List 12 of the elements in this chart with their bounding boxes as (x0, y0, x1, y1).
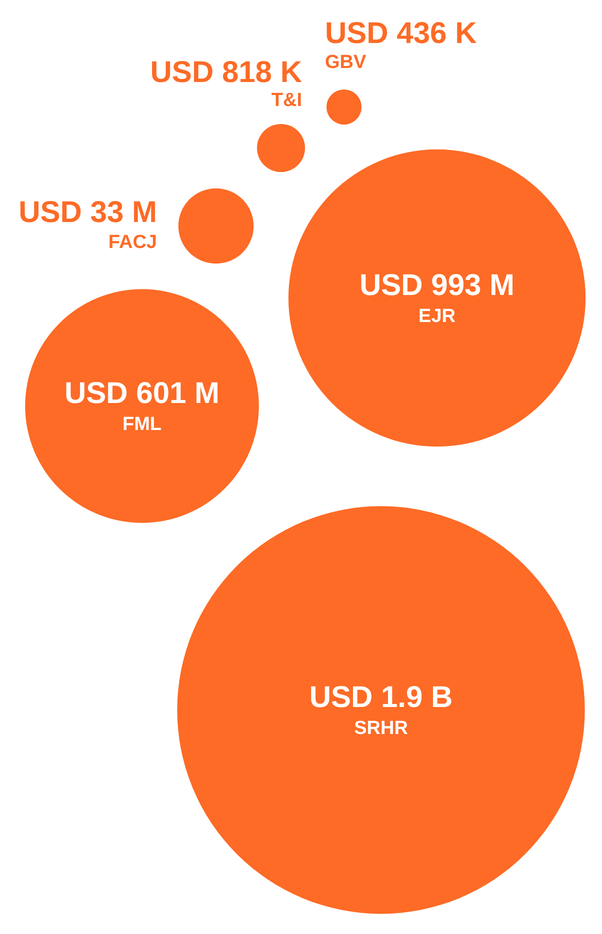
category-label: SRHR (354, 718, 408, 739)
data-label: USD 436 K (325, 17, 478, 50)
data-label: USD 818 K (150, 56, 302, 89)
category-label: EJR (418, 306, 456, 327)
data-label: USD 993 M (359, 269, 515, 302)
data-label: USD 33 M (18, 196, 157, 229)
category-label: FML (122, 414, 162, 435)
category-label: T&I (271, 90, 302, 111)
category-label: GBV (325, 52, 366, 73)
category-label: FACJ (108, 232, 157, 253)
data-label: USD 601 M (64, 377, 220, 410)
data-label: USD 1.9 B (309, 681, 453, 714)
